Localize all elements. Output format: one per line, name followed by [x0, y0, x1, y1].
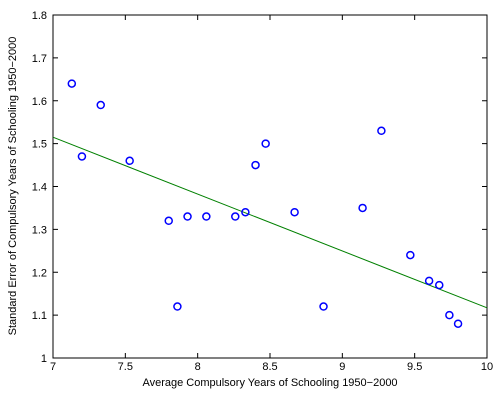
x-axis-label: Average Compulsory Years of Schooling 19… [142, 377, 397, 389]
y-axis-label: Standard Error of Compulsory Years of Sc… [7, 37, 19, 336]
fit-line [52, 136, 488, 309]
point [453, 319, 463, 328]
x-tick-label: 10 [481, 361, 493, 373]
point [377, 126, 386, 136]
point [358, 203, 367, 213]
y-tick-label: 1.1 [32, 310, 47, 322]
point [290, 207, 299, 217]
y-tick-label: 1.4 [32, 182, 47, 194]
y-tick-label: 1.6 [32, 96, 47, 108]
point [231, 212, 240, 221]
point [183, 212, 192, 221]
x-tick-label: 8 [195, 361, 201, 373]
point [435, 280, 444, 290]
point [261, 139, 270, 148]
y-tick-label: 1 [41, 353, 47, 365]
x-tick-label: 9 [339, 361, 345, 373]
point [406, 250, 415, 260]
x-tick-label: 7.5 [118, 361, 133, 373]
x-tick-label: 7 [50, 361, 56, 373]
point [241, 207, 250, 217]
x-tick-label: 9.5 [407, 361, 422, 373]
point [251, 160, 260, 170]
point [96, 100, 105, 110]
plot-area [52, 14, 488, 359]
point [164, 216, 173, 226]
y-tick-label: 1.2 [32, 267, 47, 279]
point [424, 276, 434, 286]
x-tick-label: 8.5 [262, 361, 277, 373]
point [77, 152, 87, 161]
y-tick-label: 1.3 [32, 224, 47, 236]
point [173, 302, 182, 311]
point [125, 156, 134, 166]
point [445, 310, 454, 320]
point [202, 212, 211, 221]
point [319, 302, 328, 311]
y-tick-label: 1.8 [32, 10, 47, 22]
point [67, 79, 77, 88]
y-tick-label: 1.7 [32, 53, 47, 65]
y-tick-label: 1.5 [32, 139, 47, 151]
